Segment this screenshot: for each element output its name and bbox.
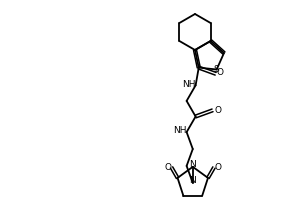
Text: O: O [164, 163, 171, 172]
Text: N: N [189, 176, 196, 185]
Text: N: N [189, 160, 196, 169]
Text: NH: NH [182, 80, 195, 89]
Text: NH: NH [173, 126, 186, 135]
Text: O: O [216, 68, 223, 77]
Text: S: S [214, 65, 220, 74]
Text: O: O [214, 106, 221, 115]
Text: O: O [214, 163, 221, 172]
